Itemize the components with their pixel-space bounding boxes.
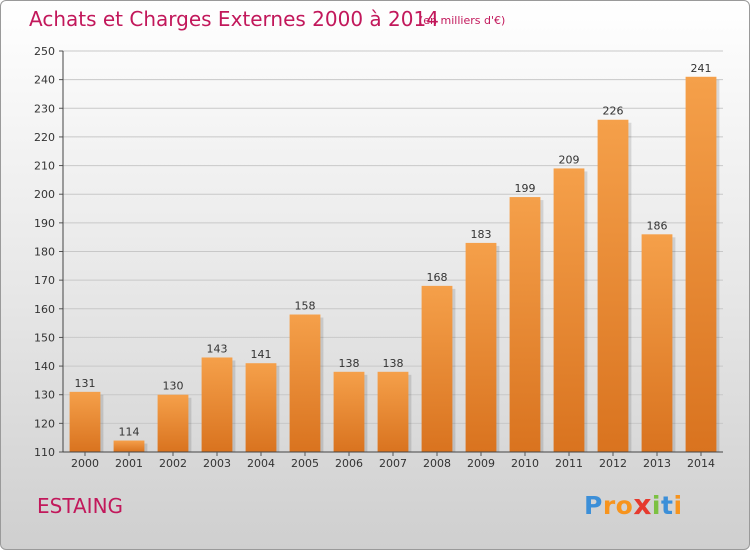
logo-letter: i (673, 491, 683, 520)
data-label: 138 (383, 357, 404, 370)
commune-name: ESTAING (37, 494, 124, 518)
bar-2005 (289, 314, 321, 452)
logo-letter: o (615, 491, 634, 520)
logo-letter: i (651, 491, 661, 520)
data-label: 186 (647, 219, 668, 232)
bar-2006 (333, 371, 365, 452)
x-tick-label: 2003 (203, 457, 231, 470)
x-tick-label: 2013 (643, 457, 671, 470)
bar-2011 (553, 168, 585, 452)
data-label: 143 (207, 342, 228, 355)
x-tick-label: 2011 (555, 457, 583, 470)
data-label: 131 (75, 377, 96, 390)
data-label: 241 (691, 62, 712, 75)
x-tick-label: 2014 (687, 457, 715, 470)
bar-2002 (157, 394, 189, 452)
data-label: 130 (163, 380, 184, 393)
bar-2008 (421, 285, 453, 452)
data-label: 158 (295, 300, 316, 313)
x-tick-label: 2010 (511, 457, 539, 470)
logo-letter: r (602, 491, 616, 520)
y-tick-label: 240 (34, 74, 55, 87)
y-tick-label: 200 (34, 188, 55, 201)
data-label: 199 (515, 182, 536, 195)
data-label: 183 (471, 228, 492, 241)
y-tick-label: 130 (34, 389, 55, 402)
bar-2001 (113, 440, 145, 452)
bar-2004 (245, 363, 277, 452)
bar-2009 (465, 242, 497, 452)
bar-2003 (201, 357, 233, 452)
proxiti-logo: Proxiti (584, 488, 683, 521)
bar-2007 (377, 371, 409, 452)
data-label: 141 (251, 348, 272, 361)
logo-letter: x (633, 488, 652, 521)
y-tick-label: 110 (34, 446, 55, 459)
x-tick-label: 2008 (423, 457, 451, 470)
data-label: 138 (339, 357, 360, 370)
x-tick-label: 2012 (599, 457, 627, 470)
bar-2010 (509, 197, 541, 452)
y-tick-label: 220 (34, 131, 55, 144)
data-label: 209 (559, 153, 580, 166)
bar-2013 (641, 234, 673, 452)
x-tick-label: 2009 (467, 457, 495, 470)
x-tick-label: 2000 (71, 457, 99, 470)
x-tick-label: 2001 (115, 457, 143, 470)
data-label: 114 (119, 426, 140, 439)
x-tick-label: 2007 (379, 457, 407, 470)
bar-2000 (69, 391, 101, 452)
y-tick-label: 180 (34, 246, 55, 259)
y-tick-label: 250 (34, 45, 55, 58)
chart-subtitle: (en milliers d'€) (419, 14, 506, 27)
y-tick-label: 120 (34, 417, 55, 430)
chart-title: Achats et Charges Externes 2000 à 2014 (29, 7, 439, 31)
bar-2012 (597, 119, 629, 452)
y-tick-label: 170 (34, 274, 55, 287)
data-label: 226 (603, 105, 624, 118)
y-tick-label: 230 (34, 102, 55, 115)
logo-letter: P (584, 491, 603, 520)
data-label: 168 (427, 271, 448, 284)
y-tick-label: 190 (34, 217, 55, 230)
y-tick-label: 140 (34, 360, 55, 373)
y-tick-label: 150 (34, 331, 55, 344)
x-tick-label: 2006 (335, 457, 363, 470)
logo-letter: t (661, 491, 674, 520)
bar-2014 (685, 76, 717, 453)
x-tick-label: 2002 (159, 457, 187, 470)
x-tick-label: 2004 (247, 457, 275, 470)
y-tick-label: 210 (34, 160, 55, 173)
y-tick-label: 160 (34, 303, 55, 316)
x-tick-label: 2005 (291, 457, 319, 470)
